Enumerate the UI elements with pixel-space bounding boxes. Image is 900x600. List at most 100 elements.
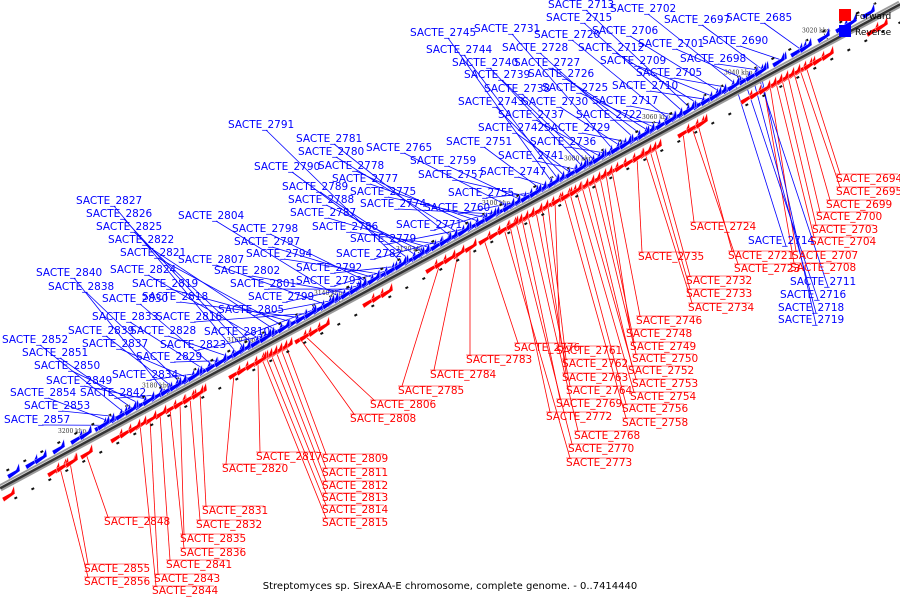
forward-gene-label[interactable]: SACTE_2785 <box>398 385 464 397</box>
reverse-gene-label[interactable]: SACTE_2742 <box>478 122 544 134</box>
reverse-gene-label[interactable]: SACTE_2797 <box>234 236 300 248</box>
reverse-gene-label[interactable]: SACTE_2755 <box>448 187 514 199</box>
forward-gene-label[interactable]: SACTE_2808 <box>350 413 416 425</box>
reverse-gene-label[interactable]: SACTE_2854 <box>10 387 77 399</box>
forward-gene-label[interactable]: SACTE_2761 <box>556 345 622 357</box>
reverse-gene-label[interactable]: SACTE_2840 <box>36 267 102 279</box>
forward-gene-label[interactable]: SACTE_2721 <box>728 250 794 262</box>
reverse-gene-label[interactable]: SACTE_2827 <box>76 195 142 207</box>
reverse-gene-label[interactable]: SACTE_2804 <box>178 210 245 222</box>
forward-gene-label[interactable]: SACTE_2756 <box>622 403 689 415</box>
reverse-gene-label[interactable]: SACTE_2743 <box>458 96 524 108</box>
reverse-gene-label[interactable]: SACTE_2852 <box>2 334 68 346</box>
reverse-gene-label[interactable]: SACTE_2717 <box>592 95 658 107</box>
reverse-gene-label[interactable]: SACTE_2828 <box>130 325 196 337</box>
forward-gene-label[interactable]: SACTE_2776 <box>514 342 581 354</box>
reverse-gene-label[interactable]: SACTE_2833 <box>92 311 158 323</box>
reverse-gene-label[interactable]: SACTE_2757 <box>418 169 484 181</box>
forward-gene-label[interactable]: SACTE_2764 <box>566 385 633 397</box>
forward-gene-label[interactable]: SACTE_2812 <box>322 480 388 492</box>
reverse-gene-label[interactable]: SACTE_2713 <box>548 0 614 11</box>
reverse-gene-label[interactable]: SACTE_2727 <box>514 57 580 69</box>
forward-gene-label[interactable]: SACTE_2734 <box>688 302 755 314</box>
reverse-gene-label[interactable]: SACTE_2857 <box>4 414 70 426</box>
reverse-gene-label[interactable]: SACTE_2839 <box>68 325 134 337</box>
reverse-gene-label[interactable]: SACTE_2714 <box>748 235 815 247</box>
reverse-gene-label[interactable]: SACTE_2730 <box>522 96 588 108</box>
forward-gene-label[interactable]: SACTE_2695 <box>836 186 900 198</box>
forward-gene-label[interactable]: SACTE_2848 <box>104 516 170 528</box>
reverse-gene-label[interactable]: SACTE_2789 <box>282 181 348 193</box>
forward-gene-label[interactable]: SACTE_2746 <box>636 315 703 327</box>
reverse-gene-label[interactable]: SACTE_2760 <box>424 202 490 214</box>
forward-gene-label[interactable]: SACTE_2769 <box>556 398 622 410</box>
reverse-gene-label[interactable]: SACTE_2685 <box>726 12 792 24</box>
reverse-gene-label[interactable]: SACTE_2822 <box>108 234 174 246</box>
reverse-gene-label[interactable]: SACTE_2740 <box>452 57 518 69</box>
reverse-gene-label[interactable]: SACTE_2706 <box>592 25 659 37</box>
reverse-gene-label[interactable]: SACTE_2791 <box>228 119 294 131</box>
reverse-gene-label[interactable]: SACTE_2719 <box>778 314 844 326</box>
forward-gene-label[interactable]: SACTE_2763 <box>562 372 628 384</box>
reverse-gene-label[interactable]: SACTE_2739 <box>464 69 530 81</box>
reverse-gene-label[interactable]: SACTE_2816 <box>156 311 223 323</box>
reverse-gene-label[interactable]: SACTE_2850 <box>34 360 100 372</box>
forward-gene-label[interactable]: SACTE_2752 <box>628 365 694 377</box>
reverse-gene-label[interactable]: SACTE_2725 <box>542 82 608 94</box>
reverse-gene-label[interactable]: SACTE_2759 <box>410 155 476 167</box>
forward-gene-label[interactable]: SACTE_2748 <box>626 328 692 340</box>
forward-gene-label[interactable]: SACTE_2749 <box>630 341 696 353</box>
forward-gene-label[interactable]: SACTE_2811 <box>322 467 388 479</box>
reverse-gene-label[interactable]: SACTE_2825 <box>96 221 162 233</box>
reverse-gene-label[interactable]: SACTE_2794 <box>246 248 313 260</box>
reverse-gene-label[interactable]: SACTE_2853 <box>24 400 90 412</box>
reverse-gene-label[interactable]: SACTE_2824 <box>110 264 177 276</box>
forward-gene-label[interactable]: SACTE_2708 <box>790 262 856 274</box>
reverse-gene-label[interactable]: SACTE_2781 <box>296 133 362 145</box>
reverse-gene-label[interactable]: SACTE_2720 <box>534 29 600 41</box>
reverse-gene-label[interactable]: SACTE_2741 <box>498 150 564 162</box>
forward-gene-label[interactable]: SACTE_2754 <box>630 391 697 403</box>
reverse-gene-label[interactable]: SACTE_2715 <box>546 12 612 24</box>
reverse-gene-label[interactable]: SACTE_2745 <box>410 27 476 39</box>
forward-gene-label[interactable]: SACTE_2809 <box>322 453 388 465</box>
reverse-gene-label[interactable]: SACTE_2793 <box>296 275 362 287</box>
reverse-gene-label[interactable]: SACTE_2728 <box>502 42 568 54</box>
reverse-gene-label[interactable]: SACTE_2807 <box>178 254 244 266</box>
forward-gene-label[interactable]: SACTE_2707 <box>792 250 858 262</box>
reverse-gene-label[interactable]: SACTE_2818 <box>142 291 208 303</box>
reverse-gene-label[interactable]: SACTE_2842 <box>80 387 146 399</box>
forward-gene-label[interactable]: SACTE_2772 <box>546 411 612 423</box>
reverse-gene-label[interactable]: SACTE_2830 <box>102 293 168 305</box>
forward-gene-label[interactable]: SACTE_2694 <box>836 173 900 185</box>
forward-gene-label[interactable]: SACTE_2855 <box>84 563 150 575</box>
forward-gene-label[interactable]: SACTE_2844 <box>152 585 219 597</box>
forward-gene-label[interactable]: SACTE_2813 <box>322 492 388 504</box>
reverse-gene-label[interactable]: SACTE_2798 <box>232 223 298 235</box>
reverse-gene-label[interactable]: SACTE_2751 <box>446 136 512 148</box>
forward-gene-label[interactable]: SACTE_2735 <box>638 251 704 263</box>
reverse-gene-label[interactable]: SACTE_2778 <box>318 160 384 172</box>
reverse-gene-label[interactable]: SACTE_2709 <box>600 55 666 67</box>
reverse-gene-label[interactable]: SACTE_2777 <box>332 173 398 185</box>
reverse-gene-label[interactable]: SACTE_2780 <box>298 146 364 158</box>
reverse-gene-label[interactable]: SACTE_2765 <box>366 142 432 154</box>
forward-gene-label[interactable]: SACTE_2814 <box>322 504 389 516</box>
reverse-gene-label[interactable]: SACTE_2698 <box>680 53 746 65</box>
reverse-gene-label[interactable]: SACTE_2775 <box>350 186 416 198</box>
forward-gene-label[interactable]: SACTE_2700 <box>816 211 882 223</box>
reverse-gene-label[interactable]: SACTE_2792 <box>296 262 362 274</box>
forward-gene-label[interactable]: SACTE_2835 <box>180 533 246 545</box>
forward-gene-label[interactable]: SACTE_2758 <box>622 417 688 429</box>
forward-gene-label[interactable]: SACTE_2753 <box>632 378 698 390</box>
forward-gene-label[interactable]: SACTE_2832 <box>196 519 262 531</box>
reverse-gene-label[interactable]: SACTE_2712 <box>578 42 644 54</box>
reverse-gene-label[interactable]: SACTE_2810 <box>204 326 270 338</box>
reverse-gene-label[interactable]: SACTE_2744 <box>426 44 493 56</box>
reverse-gene-label[interactable]: SACTE_2779 <box>350 233 416 245</box>
reverse-gene-label[interactable]: SACTE_2711 <box>790 276 856 288</box>
reverse-gene-label[interactable]: SACTE_2786 <box>312 221 379 233</box>
reverse-gene-label[interactable]: SACTE_2729 <box>544 122 610 134</box>
forward-gene-label[interactable]: SACTE_2783 <box>466 354 532 366</box>
reverse-gene-label[interactable]: SACTE_2829 <box>136 351 202 363</box>
